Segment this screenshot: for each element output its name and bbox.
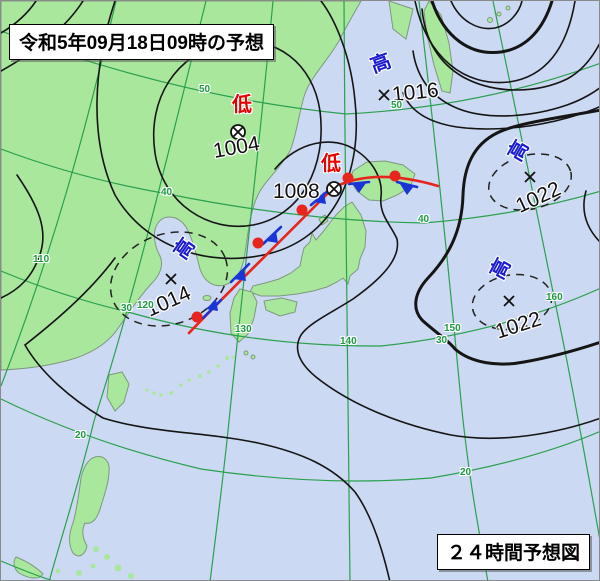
grid-label-140e: 140 bbox=[340, 336, 357, 347]
landmasses bbox=[1, 1, 511, 579]
front-warm-semicircles bbox=[191, 170, 401, 323]
grid-label-50n-east: 50 bbox=[391, 100, 403, 111]
isobar bbox=[450, 1, 523, 30]
grid-label-50n-west: 50 bbox=[199, 84, 211, 95]
low-center-icon-1004 bbox=[230, 124, 246, 140]
grid-label-30n-east: 30 bbox=[436, 335, 448, 346]
island-kuril bbox=[487, 17, 493, 23]
latitude-line-10n bbox=[1, 560, 52, 580]
isobar bbox=[1, 1, 37, 34]
landmass-taiwan bbox=[106, 371, 130, 412]
island-palawan bbox=[13, 556, 44, 579]
stationary-front bbox=[187, 170, 440, 335]
high-center-icon-1016 bbox=[378, 89, 390, 101]
isobar-bold bbox=[430, 1, 554, 55]
high-dashed-outlines bbox=[109, 153, 573, 331]
latitude-line-20n bbox=[1, 398, 599, 482]
isobar bbox=[23, 257, 391, 580]
grid-label-110e: 110 bbox=[33, 254, 50, 265]
longitude-line-160e bbox=[492, 1, 599, 539]
islands-ryukyu bbox=[145, 355, 235, 397]
isobar bbox=[274, 141, 599, 440]
landmass-luzon bbox=[69, 456, 110, 557]
grid-label-40n-west: 40 bbox=[161, 187, 173, 198]
latitude-line-50n bbox=[1, 30, 599, 115]
grid-label-30n-west: 30 bbox=[121, 303, 133, 314]
grid-label-130e: 130 bbox=[235, 324, 252, 335]
island-jeju bbox=[202, 295, 212, 301]
landmass-hokkaido bbox=[349, 160, 416, 202]
island-kuril bbox=[505, 5, 511, 11]
grid-label-20n-east: 20 bbox=[460, 467, 472, 478]
front-cold-triangles bbox=[206, 183, 414, 311]
high-center-icon-1022-north bbox=[524, 171, 536, 183]
high-outline-1014 bbox=[109, 231, 229, 327]
low-center-icon-1008 bbox=[326, 181, 342, 197]
low-kanji-1008: 低 bbox=[321, 153, 341, 175]
center-symbols bbox=[165, 89, 536, 307]
longitude-line-140e bbox=[343, 1, 351, 580]
isobar bbox=[1, 174, 44, 299]
latitude-line-40n bbox=[1, 148, 599, 224]
landmass-shikoku bbox=[263, 297, 298, 317]
high-center-icon-1022-south bbox=[503, 295, 515, 307]
high-center-icon-1014 bbox=[165, 273, 177, 285]
landmass-asia-continent bbox=[1, 1, 362, 371]
landmass-kyushu bbox=[229, 288, 258, 343]
chart-title: 令和5年09月18日09時の予想 bbox=[9, 24, 274, 60]
island-yakushima bbox=[250, 354, 256, 360]
island-kuril bbox=[496, 11, 502, 17]
high-outline-1022-north bbox=[487, 153, 573, 211]
chart-footer-label: ２４時間予想図 bbox=[437, 534, 591, 570]
grid-label-120e: 120 bbox=[137, 300, 154, 311]
isobar bbox=[421, 8, 599, 91]
longitude-line-120e bbox=[48, 1, 207, 580]
island-tanegashima bbox=[243, 350, 249, 356]
isobar bbox=[96, 1, 358, 260]
grid-label-150e: 150 bbox=[444, 323, 461, 334]
isobar bbox=[153, 40, 322, 227]
isobar bbox=[583, 190, 599, 242]
grid-label-40n-east: 40 bbox=[418, 214, 430, 225]
high-outline-1022-south bbox=[471, 273, 553, 331]
longitude-line-130e bbox=[209, 1, 274, 580]
grid-label-20n-west: 20 bbox=[75, 430, 87, 441]
isobar bbox=[412, 50, 599, 117]
isobar-bold bbox=[414, 108, 599, 366]
low-kanji-1004: 低 bbox=[232, 94, 252, 116]
islands-philippines bbox=[55, 546, 134, 579]
landmass-cape bbox=[388, 1, 414, 40]
low-value-1008: 1008 bbox=[273, 180, 320, 203]
grid-label-160e: 160 bbox=[546, 292, 563, 303]
